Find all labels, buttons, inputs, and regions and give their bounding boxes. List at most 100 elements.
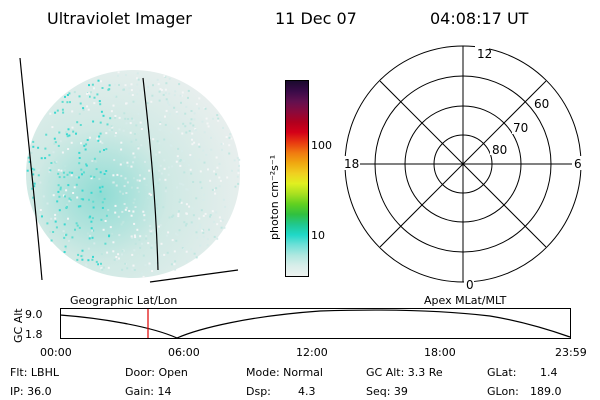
image-pixel	[101, 268, 104, 271]
image-pixel	[68, 200, 71, 203]
image-pixel	[59, 140, 62, 143]
image-pixel	[115, 184, 118, 187]
image-pixel	[97, 139, 100, 142]
image-pixel	[84, 148, 87, 151]
image-pixel	[136, 83, 139, 86]
image-pixel	[126, 161, 129, 164]
image-pixel	[103, 149, 105, 151]
image-pixel	[42, 195, 45, 198]
image-pixel	[104, 220, 107, 222]
image-pixel	[203, 193, 206, 196]
image-pixel	[191, 143, 194, 146]
image-pixel	[139, 174, 141, 177]
image-pixel	[104, 242, 107, 245]
image-pixel	[62, 171, 65, 174]
image-pixel	[130, 89, 133, 92]
image-pixel	[125, 122, 128, 125]
image-pixel	[231, 169, 233, 172]
image-pixel	[56, 131, 58, 134]
image-pixel	[228, 152, 231, 155]
image-pixel	[212, 117, 215, 120]
image-pixel	[112, 181, 115, 184]
image-pixel	[181, 91, 184, 94]
image-pixel	[133, 177, 135, 180]
image-pixel	[202, 199, 205, 201]
image-pixel	[105, 214, 108, 217]
image-pixel	[126, 181, 129, 184]
image-pixel	[142, 275, 145, 278]
image-pixel	[211, 210, 214, 213]
image-pixel	[177, 127, 180, 130]
image-pixel	[157, 182, 160, 185]
image-pixel	[81, 254, 84, 257]
info-seq: Seq: 39	[366, 385, 408, 398]
image-pixel	[65, 131, 68, 134]
image-pixel	[66, 94, 69, 96]
image-pixel	[52, 107, 55, 110]
image-pixel	[92, 206, 95, 209]
image-pixel	[134, 242, 137, 245]
image-pixel	[158, 90, 161, 93]
xtick-0000: 00:00	[40, 346, 72, 359]
image-pixel	[213, 235, 216, 238]
image-pixel	[57, 184, 60, 187]
xtick-0600: 06:00	[168, 346, 200, 359]
image-pixel	[161, 118, 164, 121]
image-pixel	[79, 205, 82, 208]
image-pixel	[191, 155, 194, 158]
geographic-label: Geographic Lat/Lon	[70, 294, 178, 307]
image-pixel	[146, 102, 149, 105]
image-pixel	[67, 148, 70, 150]
image-pixel	[45, 133, 48, 136]
image-pixel	[46, 222, 49, 225]
image-pixel	[200, 209, 203, 212]
image-pixel	[57, 144, 60, 147]
image-pixel	[87, 247, 90, 250]
image-pixel	[87, 95, 89, 98]
image-pixel	[59, 188, 62, 191]
image-pixel	[124, 208, 127, 211]
image-pixel	[177, 147, 180, 150]
image-pixel	[179, 159, 182, 162]
image-pixel	[145, 184, 148, 187]
image-pixel	[99, 190, 102, 193]
image-pixel	[97, 263, 100, 266]
image-pixel	[122, 129, 125, 132]
image-pixel	[133, 269, 136, 271]
image-pixel	[74, 228, 76, 231]
image-pixel	[163, 253, 166, 256]
image-pixel	[68, 92, 71, 95]
image-pixel	[31, 187, 34, 190]
image-pixel	[199, 181, 202, 184]
image-pixel	[96, 137, 99, 140]
image-pixel	[32, 145, 35, 148]
image-pixel	[90, 227, 93, 230]
image-pixel	[93, 87, 95, 90]
image-pixel	[132, 210, 135, 213]
image-pixel	[218, 162, 221, 165]
image-pixel	[220, 226, 223, 229]
instrument-title: Ultraviolet Imager	[47, 9, 192, 28]
image-pixel	[191, 223, 194, 226]
image-pixel	[192, 124, 195, 127]
image-pixel	[101, 201, 104, 204]
image-pixel	[87, 108, 90, 111]
image-pixel	[156, 203, 159, 206]
image-pixel	[66, 135, 69, 138]
image-pixel	[131, 117, 133, 120]
image-pixel	[61, 108, 64, 111]
image-pixel	[78, 112, 81, 115]
image-pixel	[112, 250, 115, 253]
image-pixel	[150, 232, 153, 235]
image-pixel	[54, 141, 57, 144]
image-pixel	[112, 104, 115, 107]
image-pixel	[160, 254, 163, 257]
image-pixel	[75, 131, 78, 134]
image-pixel	[220, 143, 223, 146]
image-pixel	[61, 151, 64, 154]
image-pixel	[195, 103, 198, 106]
image-pixel	[238, 158, 241, 161]
image-pixel	[151, 270, 154, 272]
image-pixel	[133, 198, 136, 201]
image-pixel	[159, 122, 162, 125]
